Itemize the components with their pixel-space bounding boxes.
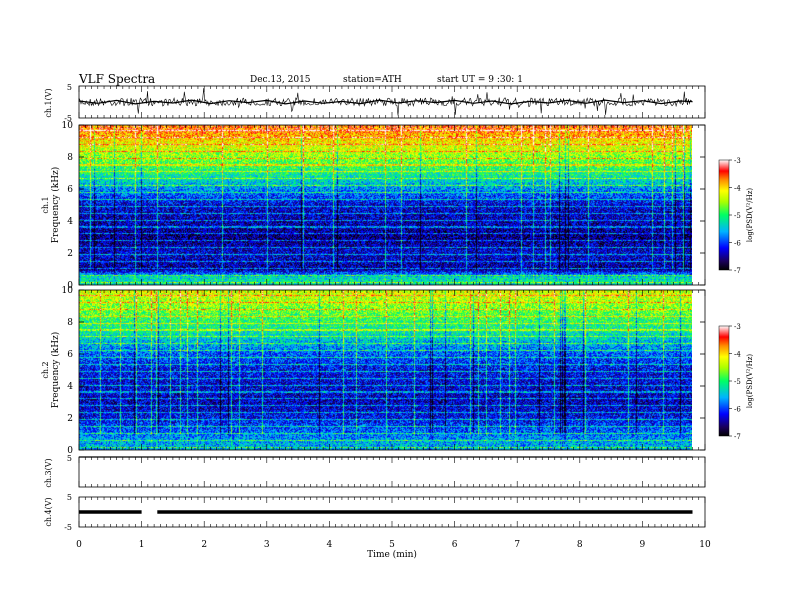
ch4-ytick-bottom: -5 [64,523,72,532]
colorbar-tick-label: -7 [734,433,741,441]
ytick-label: 6 [67,350,73,360]
xtick-label: 7 [514,540,520,550]
ch1-spec-ylabel: Frequency (kHz) [50,167,61,244]
ytick-label: 6 [67,185,73,195]
colorbar-tick-label: -6 [734,240,741,248]
time-axis: 0 1 2 3 4 5 6 7 8 9 10 [76,86,711,550]
colorbar-tick-label: -7 [734,267,741,275]
xtick-label: 6 [452,540,458,550]
xtick-label: 2 [201,540,207,550]
ytick-label: 4 [67,217,73,227]
ytick-label: 10 [62,286,74,296]
ytick-label: 0 [67,446,73,456]
ytick-label: 8 [67,318,73,328]
waveform-noise [78,88,693,116]
xtick-label: 9 [640,540,646,550]
ch2-colorbar-label: log(PSD(V²/Hz) [746,354,754,409]
xtick-label: 10 [699,540,711,550]
ch1-colorbar-ticks: -3 -4 -5 -6 -7 [729,157,741,275]
figure-title: VLF Spectra [78,72,155,86]
xtick-label: 3 [264,540,270,550]
start-time-label: start UT = 9 :30: 1 [437,75,523,85]
colorbar-tick-label: -6 [734,406,741,414]
colorbar-tick-label: -5 [734,378,741,386]
ch2-spectrogram [78,289,706,451]
ch2-spec-ylabel: Frequency (kHz) [50,332,61,409]
ch3-ytick-top: 5 [67,454,72,463]
ch1-spectrogram [78,124,706,286]
xtick-label: 4 [327,540,333,550]
ch4-ytick-top: 5 [67,493,72,502]
ch1-waveform-plot [78,88,693,116]
ch2-colorbar-ticks: -3 -4 -5 -6 -7 [729,323,741,441]
xtick-label: 1 [139,540,145,550]
ytick-label: 10 [62,121,74,131]
ch1-ytick-top: 5 [67,83,72,92]
ch2-colorbar [718,325,730,437]
colorbar-tick-label: -5 [734,212,741,220]
colorbar-tick-label: -3 [734,157,741,165]
ch1-colorbar-label: log(PSD(V²/Hz) [746,188,754,243]
ch4-waveform-ylabel: ch.4(V) [44,497,53,526]
ytick-label: 2 [67,249,73,259]
ch1-colorbar [718,159,730,271]
ch1-spectrogram-axis: 0 2 4 6 8 10 [62,121,705,291]
ch1-waveform-ylabel: ch.1(V) [44,88,53,117]
ch1-spec-ylabel-top: ch.1 [41,196,50,213]
xtick-label: 0 [76,540,82,550]
ch3-waveform-ylabel: ch.3(V) [44,458,53,487]
ch2-spec-ylabel-top: ch.2 [41,361,50,378]
ytick-label: 4 [67,382,73,392]
ytick-label: 2 [67,414,73,424]
station-label: station=ATH [343,75,402,85]
ytick-label: 0 [67,281,73,291]
time-axis-label: Time (min) [367,549,417,560]
ch1-ytick-bottom: -5 [64,114,72,123]
ch2-spectrogram-axis: 0 2 4 6 8 10 [62,286,705,456]
ytick-label: 8 [67,153,73,163]
waveform-trace [78,99,693,105]
colorbar-tick-label: -4 [734,185,741,193]
xtick-label: 8 [577,540,583,550]
colorbar-tick-label: -4 [734,351,741,359]
colorbar-tick-label: -3 [734,323,741,331]
xtick-label: 5 [389,540,395,550]
date-label: Dec.13, 2015 [250,75,311,85]
